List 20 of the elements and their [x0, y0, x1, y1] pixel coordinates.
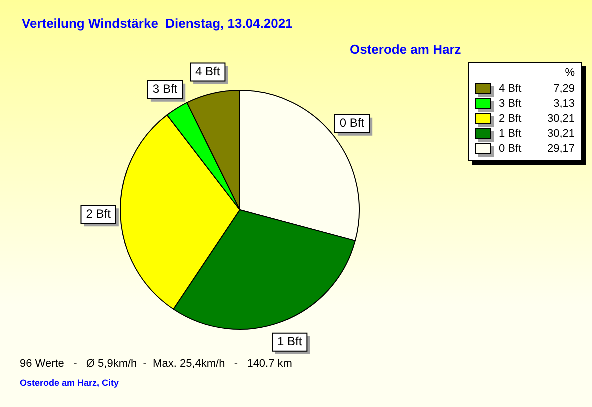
legend-label: 1 Bft	[499, 128, 523, 140]
data-label: 3,13	[554, 98, 575, 110]
data-label: 29,17	[547, 142, 575, 154]
slice-label: 1 Bft	[278, 334, 303, 349]
data-label: 7,29	[554, 82, 575, 94]
chart-subtitle: Osterode am Harz	[350, 42, 462, 57]
data-label: 30,21	[547, 112, 575, 124]
text: Osterode am Harz, City	[20, 378, 120, 388]
legend-label: 3 Bft	[499, 98, 523, 110]
text: 96 Werte - Ø 5,9km/h - Max. 25,4km/h - 140.7 km	[20, 358, 292, 370]
slice-label: 0 Bft	[340, 116, 366, 130]
legend-label: 4 Bft	[499, 82, 523, 94]
legend-label: 2 Bft	[499, 112, 523, 124]
data-label: 30,21	[547, 128, 575, 140]
legend-label: 0 Bft	[499, 142, 523, 154]
chart-title: Verteilung Windstärke Dienstag, 13.04.2021	[22, 16, 293, 31]
legend-title: %	[564, 67, 575, 79]
slice-label: 2 Bft	[86, 206, 112, 221]
slice-label: 4 Bft	[196, 64, 221, 79]
slice-label: 3 Bft	[152, 82, 178, 96]
